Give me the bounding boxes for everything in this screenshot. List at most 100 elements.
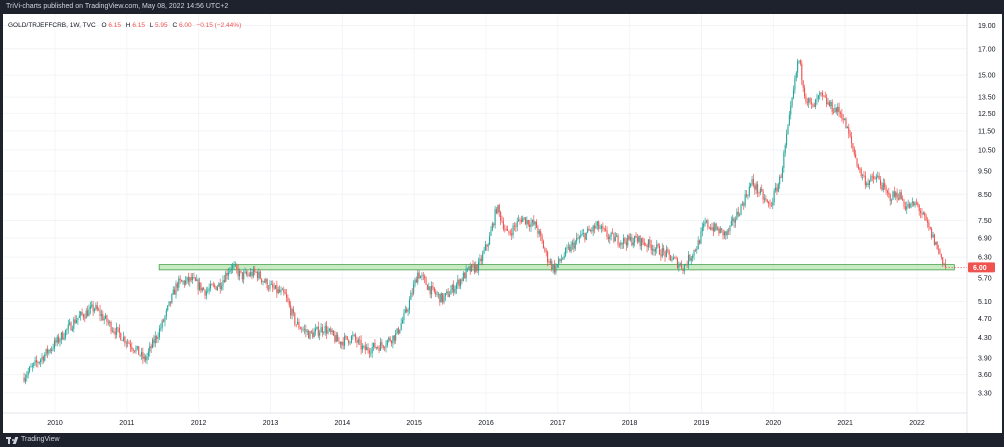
published-header: TriVi-charts published on TradingView.co… [0, 0, 1004, 14]
candle-body [440, 293, 442, 303]
candle-body [49, 349, 51, 351]
legend-close-value: 6.00 [179, 22, 192, 29]
candle-body [884, 182, 886, 188]
candle-body [226, 272, 228, 276]
candle-body [366, 347, 368, 351]
candle-body [490, 230, 492, 236]
candle-body [442, 293, 444, 303]
candle-body [273, 287, 275, 289]
candle-body [908, 204, 911, 208]
candle-body [621, 242, 623, 244]
candle-body [515, 226, 517, 227]
candle-body [574, 241, 576, 249]
y-tick-label: 8.50 [978, 192, 992, 199]
candle-body [139, 355, 141, 356]
candle-body [725, 231, 727, 236]
candle-body [134, 350, 136, 352]
candle-body [255, 271, 257, 273]
candle-body [30, 366, 32, 368]
candle-body [447, 291, 449, 297]
candle-body [256, 271, 259, 279]
price-chart[interactable]: 19.00 17.00 15.00 13.50 12.50 11.50 10.50 9.50 8… [3, 14, 1002, 433]
candle-body [667, 249, 669, 251]
candle-body [298, 321, 300, 328]
candle-body [933, 234, 935, 245]
candle-body [508, 230, 510, 234]
candle-body [58, 336, 60, 343]
candle-body [658, 245, 661, 255]
candle-body [272, 284, 274, 288]
candle-body [95, 305, 97, 309]
candle-body [704, 221, 706, 224]
candle-body [924, 212, 926, 217]
chart-panel[interactable]: 19.00 17.00 15.00 13.50 12.50 11.50 10.50 9.50 8… [3, 14, 1002, 433]
candle-body [51, 348, 53, 351]
candle-body [472, 264, 474, 266]
candle-body [838, 106, 840, 113]
candle-body [542, 241, 545, 249]
candle-body [730, 220, 732, 226]
candle-body [559, 258, 561, 261]
candle-body [402, 319, 404, 324]
candle-body [390, 341, 393, 344]
x-tick-label: 2013 [263, 420, 279, 427]
candle-body [367, 347, 369, 351]
candle-body [576, 237, 578, 242]
candle-body [395, 333, 397, 341]
candle-body [910, 203, 912, 208]
candle-body [265, 279, 267, 283]
candle-body [326, 325, 328, 334]
candle-body [330, 328, 332, 333]
candle-body [399, 329, 401, 334]
candle-body [603, 228, 605, 230]
candle-body [385, 345, 387, 348]
tradingview-brand[interactable]: TradingView [6, 433, 60, 447]
candle-body [476, 264, 478, 271]
candle-body [625, 241, 627, 246]
candle-body [323, 332, 325, 334]
candle-body [640, 238, 643, 247]
candle-body [378, 347, 380, 351]
candle-body [925, 216, 927, 221]
candle-body [268, 288, 270, 289]
candle-body [469, 266, 471, 272]
candle-body [67, 324, 69, 330]
candle-body [128, 342, 130, 344]
candle-body [163, 320, 165, 322]
candle-body [100, 314, 102, 316]
candle-body [53, 340, 55, 349]
x-tick-label: 2011 [119, 420, 134, 427]
candle-body [419, 276, 422, 279]
candle-body [71, 328, 73, 331]
candle-body [866, 183, 868, 185]
y-tick-label: 3.90 [978, 355, 992, 362]
candle-body [697, 240, 699, 250]
candle-body [636, 237, 638, 242]
candle-body [835, 108, 837, 112]
candle-body [763, 198, 766, 200]
candle-body [759, 188, 761, 194]
candle-body [118, 328, 120, 333]
candle-body [722, 229, 724, 236]
candle-body [541, 235, 543, 242]
candle-body [331, 330, 333, 333]
candle-body [389, 337, 391, 342]
candle-body [761, 188, 763, 192]
candle-body [414, 279, 416, 285]
candle-body [687, 254, 690, 266]
candle-body [878, 175, 880, 180]
candle-body [566, 247, 568, 249]
candle-body [37, 362, 39, 364]
candle-body [371, 347, 373, 354]
candle-body [233, 265, 235, 266]
candle-body [411, 292, 413, 294]
candle-body [479, 258, 481, 262]
candle-body [534, 221, 536, 225]
candle-body [109, 322, 111, 323]
candle-body [548, 262, 550, 263]
candle-body [146, 355, 148, 361]
candle-body [143, 356, 145, 359]
candle-body [413, 284, 415, 294]
candle-body [302, 329, 304, 330]
candle-body [77, 317, 79, 320]
